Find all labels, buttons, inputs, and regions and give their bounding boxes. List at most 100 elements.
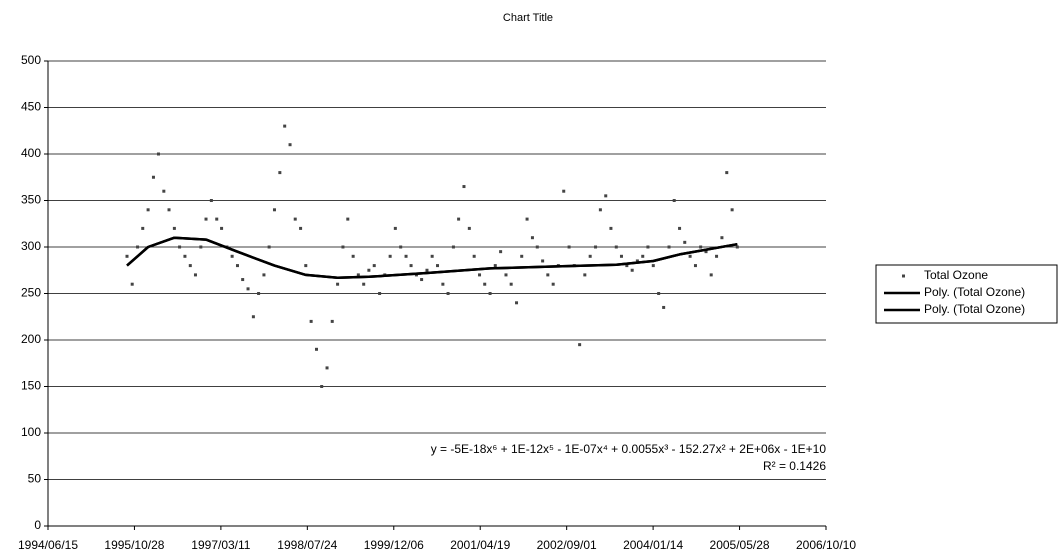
data-point xyxy=(699,245,703,249)
legend-label: Total Ozone xyxy=(924,268,988,282)
data-point xyxy=(598,208,602,212)
x-tick-label: 2004/01/14 xyxy=(623,538,683,552)
data-point xyxy=(136,245,140,249)
y-tick-label: 500 xyxy=(21,53,41,67)
data-point xyxy=(493,264,497,268)
data-point xyxy=(356,273,360,277)
data-point xyxy=(367,268,371,272)
x-tick-label: 1998/07/24 xyxy=(277,538,337,552)
chart-title: Chart Title xyxy=(503,12,553,24)
data-point xyxy=(709,273,713,277)
legend-label: Poly. (Total Ozone) xyxy=(924,285,1025,299)
data-point xyxy=(346,217,350,221)
y-tick-label: 350 xyxy=(21,193,41,207)
x-tick-label: 1994/06/15 xyxy=(18,538,78,552)
data-point xyxy=(183,254,187,258)
data-point xyxy=(667,245,671,249)
y-tick-label: 100 xyxy=(21,425,41,439)
data-point xyxy=(393,226,397,230)
data-point xyxy=(551,282,555,286)
data-point xyxy=(530,236,534,240)
data-point xyxy=(688,254,692,258)
data-point xyxy=(372,264,376,268)
data-point xyxy=(462,185,466,189)
data-point xyxy=(425,268,429,272)
data-point xyxy=(146,208,150,212)
data-point xyxy=(504,273,508,277)
data-point xyxy=(641,254,645,258)
data-point xyxy=(304,264,308,268)
data-point xyxy=(614,245,618,249)
y-tick-label: 0 xyxy=(34,518,41,532)
data-point xyxy=(283,124,287,128)
data-point xyxy=(619,254,623,258)
data-point xyxy=(320,385,324,388)
y-tick-label: 200 xyxy=(21,332,41,346)
data-point xyxy=(278,171,282,175)
data-point xyxy=(588,254,592,258)
data-point xyxy=(646,245,650,249)
data-point xyxy=(662,305,666,309)
data-point xyxy=(378,292,382,295)
data-point xyxy=(251,315,255,319)
data-point xyxy=(578,343,582,347)
y-tick-label: 450 xyxy=(21,100,41,114)
y-tick-label: 50 xyxy=(28,472,42,486)
data-point xyxy=(609,226,613,230)
data-point xyxy=(299,226,303,230)
x-tick-label: 1995/10/28 xyxy=(104,538,164,552)
data-point xyxy=(446,292,450,295)
data-point xyxy=(262,273,266,277)
data-point xyxy=(330,319,334,323)
x-tick-label: 2006/10/10 xyxy=(796,538,856,552)
data-point xyxy=(625,264,629,268)
data-point xyxy=(604,194,608,198)
data-point xyxy=(693,264,697,268)
data-point xyxy=(515,301,519,305)
data-point xyxy=(336,282,340,286)
data-point xyxy=(209,199,213,202)
data-point xyxy=(156,152,160,156)
data-point xyxy=(162,189,166,193)
data-point xyxy=(567,245,571,249)
data-point xyxy=(520,254,524,258)
data-point xyxy=(130,282,134,286)
data-point xyxy=(594,245,598,249)
data-point xyxy=(267,245,271,249)
data-point xyxy=(235,264,239,268)
data-point xyxy=(404,254,408,258)
y-tick-label: 150 xyxy=(21,379,41,393)
data-point xyxy=(220,226,224,230)
data-point xyxy=(204,217,208,221)
data-point xyxy=(199,245,203,249)
data-point xyxy=(478,273,482,277)
y-tick-label: 300 xyxy=(21,239,41,253)
data-point xyxy=(488,292,492,295)
data-point xyxy=(351,254,355,258)
data-point xyxy=(635,259,639,263)
data-point xyxy=(672,199,676,202)
data-point xyxy=(215,217,219,221)
data-point xyxy=(630,268,634,272)
data-point xyxy=(704,250,708,254)
data-point xyxy=(230,254,234,258)
data-point xyxy=(362,282,366,286)
data-point xyxy=(436,264,440,268)
data-point xyxy=(651,264,655,268)
data-point xyxy=(125,254,129,258)
data-point xyxy=(525,217,529,221)
data-point xyxy=(167,208,171,212)
data-point xyxy=(735,245,739,249)
data-point xyxy=(720,236,724,240)
data-point xyxy=(272,208,276,212)
data-point xyxy=(388,254,392,258)
data-point xyxy=(188,264,192,268)
data-point xyxy=(509,282,513,286)
data-point xyxy=(535,245,539,249)
x-tick-label: 2005/05/28 xyxy=(710,538,770,552)
data-point xyxy=(293,217,297,221)
data-point xyxy=(467,226,471,230)
data-point xyxy=(483,282,487,286)
x-tick-label: 1999/12/06 xyxy=(364,538,424,552)
data-point xyxy=(172,226,176,230)
